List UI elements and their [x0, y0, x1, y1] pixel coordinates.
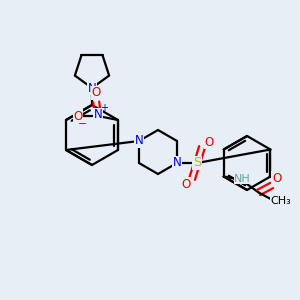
Text: O: O — [272, 172, 281, 185]
Text: O: O — [182, 178, 191, 190]
Text: O: O — [74, 110, 82, 122]
Text: O: O — [92, 86, 100, 100]
Text: N: N — [173, 157, 182, 169]
Text: S: S — [193, 157, 201, 169]
Text: N: N — [135, 134, 143, 148]
Text: +: + — [100, 103, 108, 113]
Text: −: − — [78, 119, 88, 129]
Text: NH: NH — [234, 173, 251, 184]
Text: N: N — [94, 109, 102, 122]
Text: O: O — [204, 136, 214, 148]
Text: N: N — [88, 82, 96, 94]
Text: CH₃: CH₃ — [270, 196, 291, 206]
